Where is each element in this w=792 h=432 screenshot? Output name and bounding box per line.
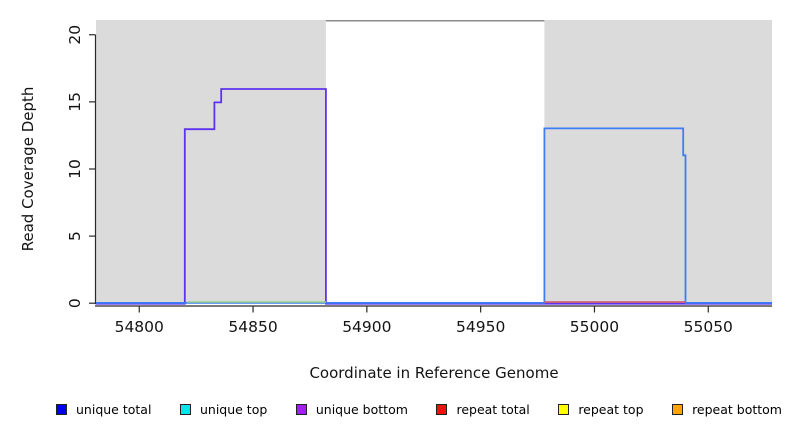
repeat-bottom-swatch [672, 403, 684, 415]
legend-item-repeat-top: repeat top [558, 401, 644, 417]
y-axis-title: Read Coverage Depth [19, 86, 37, 252]
legend-item-unique-total: unique total [56, 402, 151, 417]
legend-label: repeat bottom [692, 401, 782, 417]
y-tick-label: 0 [66, 298, 84, 308]
legend-item-unique-top: unique top [179, 401, 268, 417]
legend-label: unique bottom [315, 401, 408, 417]
legend: unique total unique top unique bottom re… [0, 397, 792, 421]
y-tick-label: 5 [66, 231, 84, 241]
unique-top-swatch [179, 403, 191, 415]
y-tick-label: 10 [66, 159, 84, 179]
x-tick-label: 54800 [115, 318, 164, 336]
unique-bottom-swatch [295, 403, 307, 415]
x-tick-label: 54850 [228, 318, 277, 336]
legend-label: unique top [199, 401, 268, 417]
y-tick-label: 20 [66, 25, 84, 45]
left-shaded-region [96, 20, 326, 304]
series-unique-bottom-coverage [96, 88, 772, 305]
legend-item-repeat-bottom: repeat bottom [672, 402, 782, 417]
repeat-top-swatch [558, 403, 570, 415]
x-tick-label: 55050 [684, 318, 733, 336]
legend-item-unique-bottom: unique bottom [295, 401, 408, 417]
right-shaded-region [544, 20, 772, 304]
x-axis-title: Coordinate in Reference Genome [309, 364, 559, 382]
legend-item-repeat-total: repeat total [436, 401, 530, 417]
y-tick-label: 15 [66, 92, 84, 112]
legend-label: repeat total [456, 401, 530, 417]
legend-label: unique total [76, 401, 152, 417]
legend-label: repeat top [578, 401, 644, 417]
x-tick-label: 54950 [456, 318, 505, 336]
series-unique-total-coverage [96, 127, 772, 304]
repeat-total-swatch [436, 403, 448, 415]
x-tick-label: 55000 [570, 318, 619, 336]
x-tick-label: 54900 [342, 318, 391, 336]
unique-total-swatch [56, 403, 67, 415]
